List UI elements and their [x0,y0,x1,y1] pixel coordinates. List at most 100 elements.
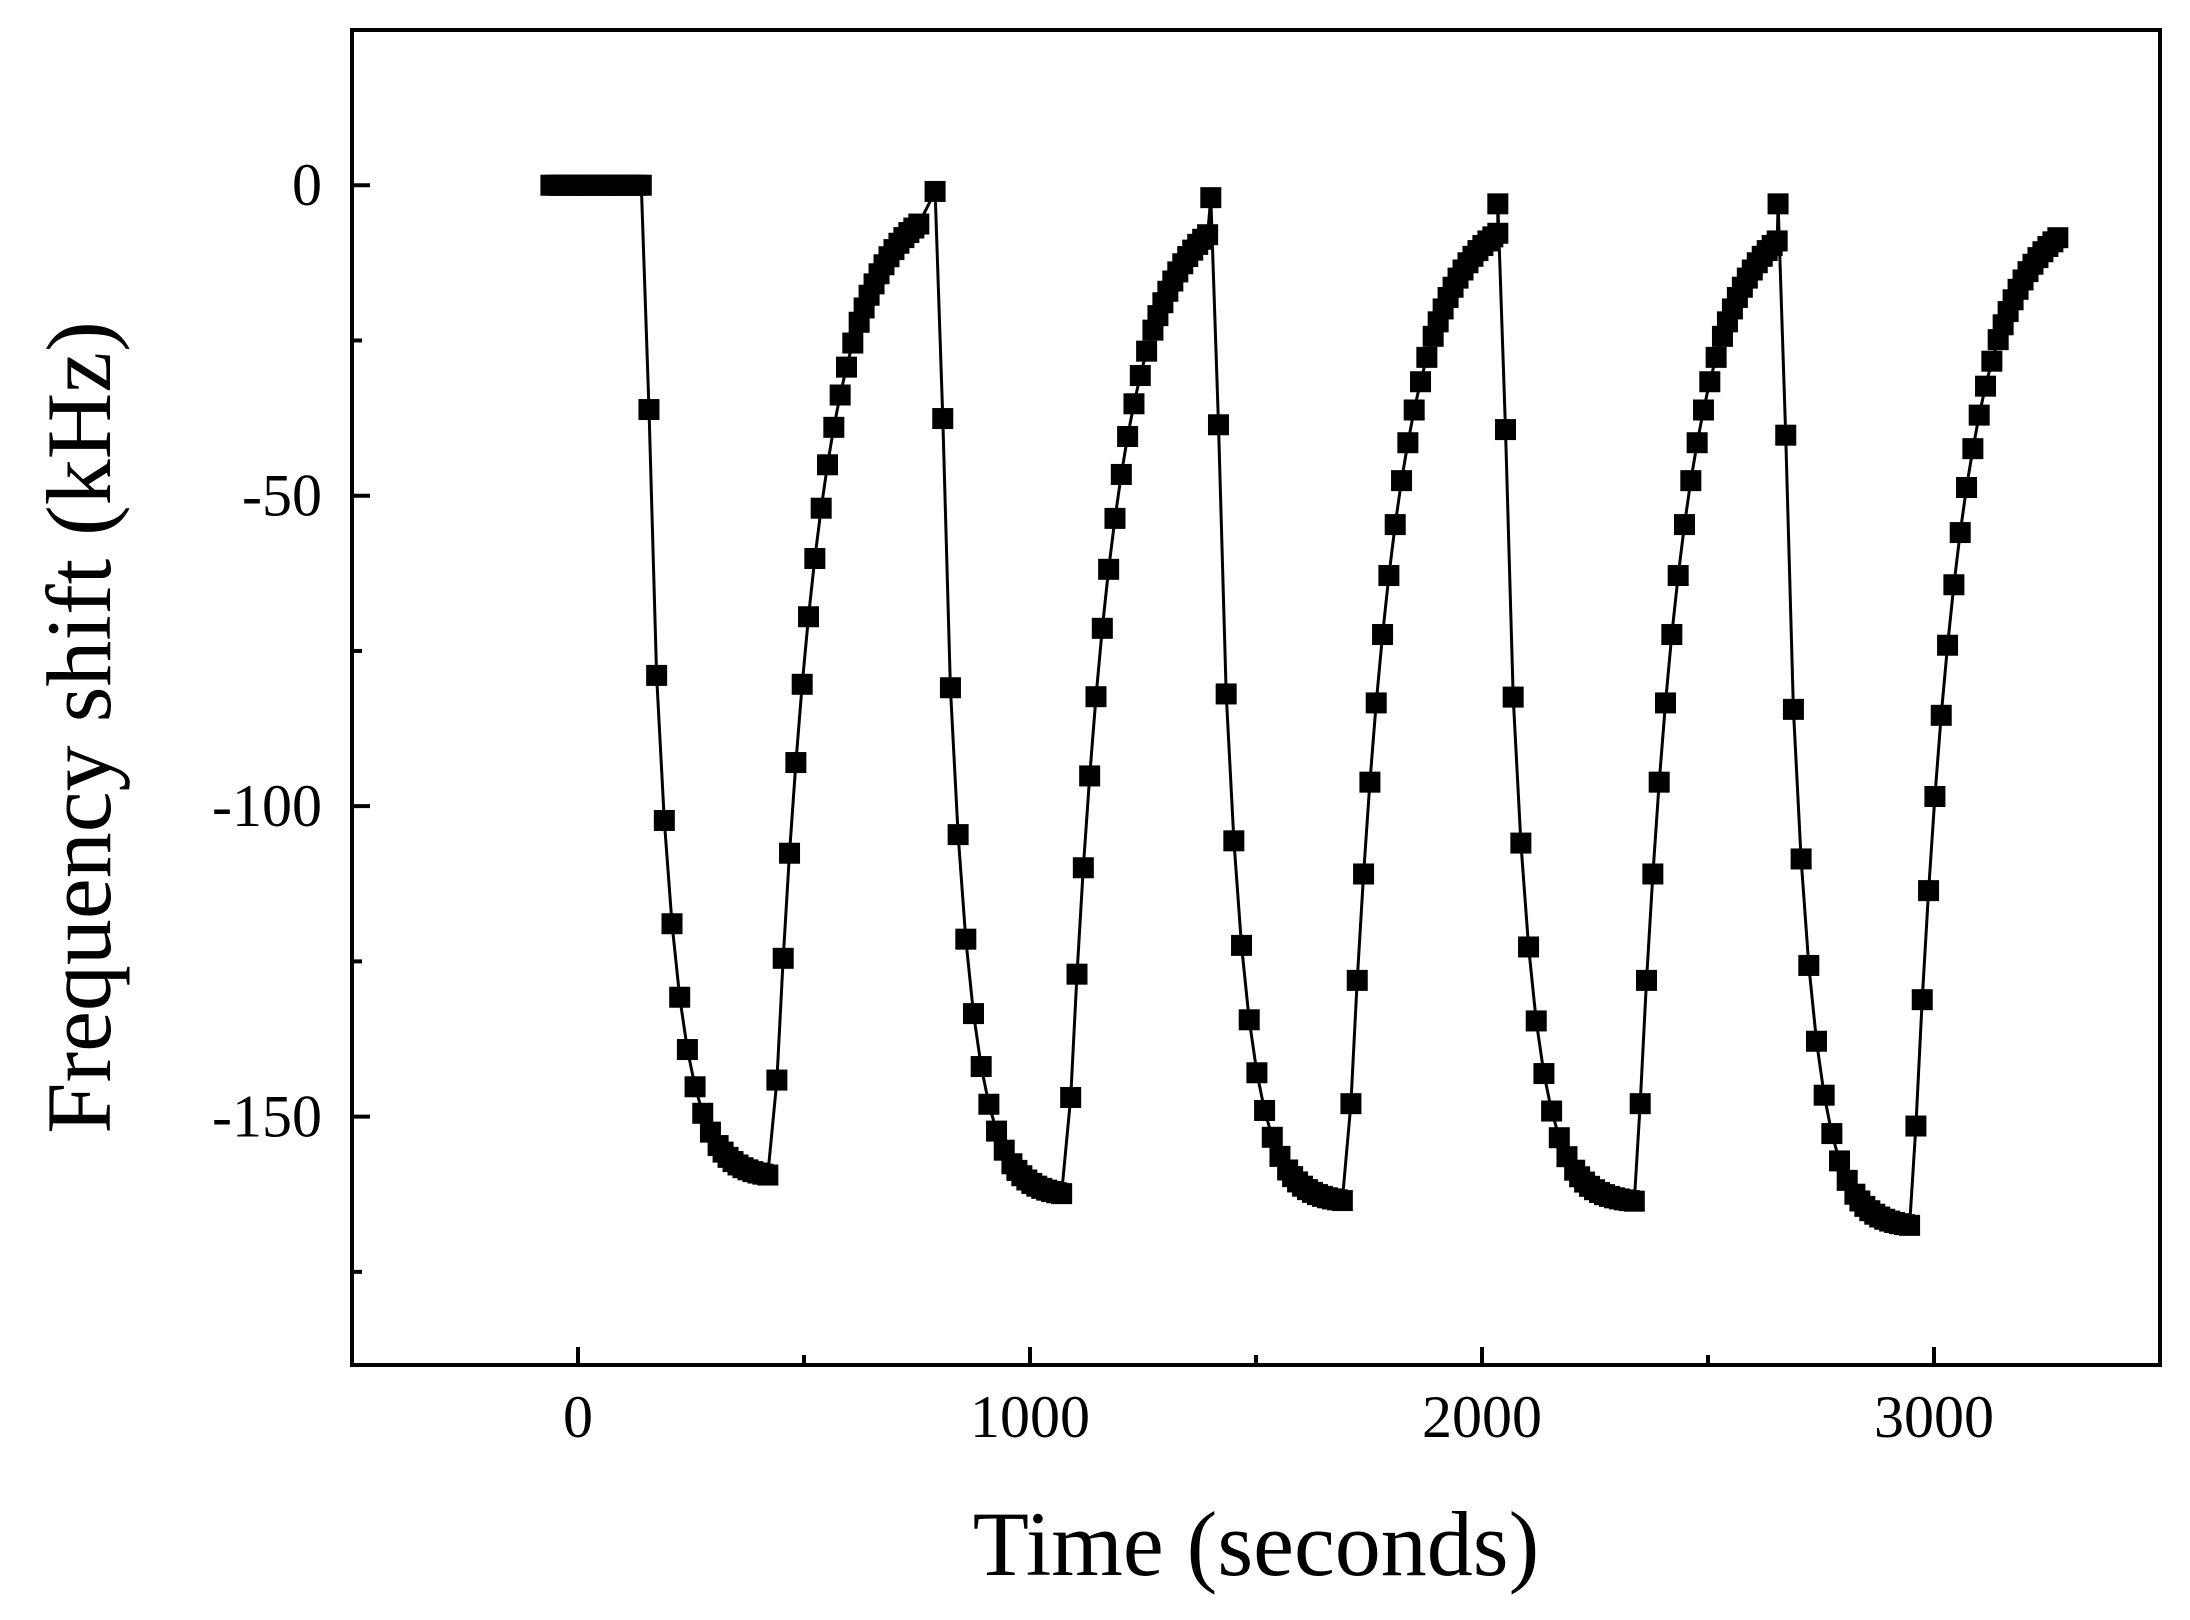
x-tick-label: 2000 [1422,1384,1542,1450]
data-point [1699,371,1721,393]
data-point [1667,565,1689,587]
data-point [924,180,946,202]
data-point [1136,340,1158,362]
data-point [1079,765,1101,787]
data-point [1391,470,1413,492]
data-point [1353,863,1375,885]
data-point [829,384,851,406]
y-tick-label: -150 [212,1084,322,1150]
data-point [1359,771,1381,793]
data-point [804,547,826,569]
data-point [1981,350,2003,372]
data-point [1899,1214,1921,1236]
data-point [1541,1100,1563,1122]
data-point [1975,375,1997,397]
data-point [1943,574,1965,596]
data-point [630,174,652,196]
data-point [1410,371,1432,393]
x-tick-label: 3000 [1874,1384,1994,1450]
data-point [1766,230,1788,252]
data-point [1403,399,1425,421]
data-point [978,1093,1000,1115]
data-point [1261,1126,1283,1148]
data-point [676,1039,698,1061]
data-point [1340,1093,1362,1115]
data-point [791,673,813,695]
data-point [1705,346,1727,368]
data-point [766,1069,788,1091]
data-point [842,332,864,354]
data-point [757,1164,779,1186]
data-point [1918,880,1940,902]
data-point [1790,848,1812,870]
data-point [835,356,857,378]
x-tick-label: 1000 [970,1384,1090,1450]
data-point [1215,683,1237,705]
data-point [684,1076,706,1098]
data-point [1397,432,1419,454]
data-point [653,809,675,831]
data-point [986,1120,1008,1142]
data-point [1949,522,1971,544]
data-point [779,842,801,864]
data-point [1487,193,1509,215]
data-point [1072,857,1094,879]
series-line [550,183,2059,1228]
data-point [1924,786,1946,808]
data-point [1117,426,1139,448]
data-point [638,399,660,421]
data-point [908,213,930,235]
data-point [1956,477,1978,499]
data-point [1502,686,1524,708]
data-point [1518,936,1540,958]
data-point [810,497,832,519]
data-point [1805,1030,1827,1052]
data-point [1930,704,1952,726]
data-point [1636,969,1658,991]
data-point [1066,963,1088,985]
data-point [1384,514,1406,536]
data-point [1231,934,1253,956]
data-point [1661,624,1683,646]
data-point [669,986,691,1008]
data-point [1525,1010,1547,1032]
data-point [692,1102,714,1124]
data-point [1416,346,1438,368]
data-point [1123,393,1145,415]
y-axis-title: Frequency shift (kHz) [28,321,130,1133]
data-point [1223,830,1245,852]
plot-frame [350,28,2162,1367]
data-point [963,1003,984,1025]
data-point [661,913,683,935]
data-point [1495,419,1517,441]
data-point [1378,565,1400,587]
data-point [1962,438,1984,460]
x-axis-title: Time (seconds) [973,1493,1539,1595]
data-point [1346,969,1368,991]
data-point [1767,193,1789,215]
data-point [939,677,961,699]
data-point [1331,1190,1353,1212]
data-point [1091,617,1113,639]
data-point [1051,1183,1073,1205]
data-point [1968,404,1990,426]
data-point [1098,558,1120,580]
data-point [646,664,668,686]
data-point [932,408,954,430]
data-point [1673,514,1695,536]
data-point [1487,222,1509,244]
data-point [1533,1063,1555,1085]
data-point [955,928,977,950]
data-point [785,752,807,774]
data-point [1680,470,1702,492]
data-point [1905,1115,1927,1137]
data-point [1238,1009,1260,1031]
y-tick-label: -50 [242,463,322,529]
data-point [1246,1062,1268,1084]
data-point [1510,832,1532,854]
data-point [1911,989,1933,1011]
data-point [1686,432,1708,454]
data-point [1200,187,1222,209]
